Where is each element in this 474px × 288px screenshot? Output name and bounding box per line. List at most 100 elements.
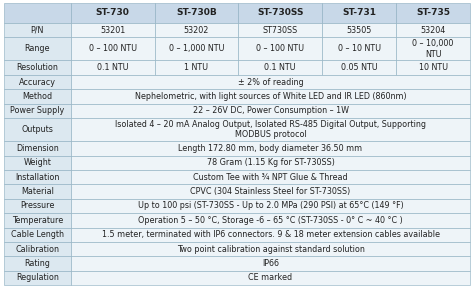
Bar <box>4 23 71 37</box>
Text: ST730SS: ST730SS <box>263 26 298 35</box>
Bar <box>71 213 470 228</box>
Bar <box>238 3 322 23</box>
Bar <box>155 60 238 75</box>
Text: 0.05 NTU: 0.05 NTU <box>341 63 377 72</box>
Text: Accuracy: Accuracy <box>19 77 56 87</box>
Text: Length 172.80 mm, body diameter 36.50 mm: Length 172.80 mm, body diameter 36.50 mm <box>179 144 363 153</box>
Text: 0.1 NTU: 0.1 NTU <box>264 63 296 72</box>
Bar <box>71 104 470 118</box>
Text: ST-731: ST-731 <box>342 8 376 18</box>
Text: IP66: IP66 <box>262 259 279 268</box>
Bar <box>71 256 470 271</box>
Text: 53204: 53204 <box>420 26 446 35</box>
Bar <box>4 141 71 156</box>
Text: Nephelometric, with light sources of White LED and IR LED (860nm): Nephelometric, with light sources of Whi… <box>135 92 406 101</box>
Bar <box>71 199 470 213</box>
Bar <box>71 3 155 23</box>
Text: 53505: 53505 <box>346 26 372 35</box>
Text: Operation 5 – 50 °C, Storage -6 – 65 °C (ST-730SS - 0° C ~ 40 °C ): Operation 5 – 50 °C, Storage -6 – 65 °C … <box>138 216 403 225</box>
Text: CPVC (304 Stainless Steel for ST-730SS): CPVC (304 Stainless Steel for ST-730SS) <box>191 187 351 196</box>
Bar <box>4 75 71 89</box>
Text: Power Supply: Power Supply <box>10 106 64 115</box>
Bar <box>71 23 155 37</box>
Bar <box>322 60 396 75</box>
Bar <box>71 271 470 285</box>
Text: Custom Tee with ¾ NPT Glue & Thread: Custom Tee with ¾ NPT Glue & Thread <box>193 173 348 182</box>
Text: 1.5 meter, terminated with IP6 connectors. 9 & 18 meter extension cables availab: 1.5 meter, terminated with IP6 connector… <box>101 230 439 239</box>
Bar <box>322 3 396 23</box>
Bar <box>396 3 470 23</box>
Bar <box>4 118 71 141</box>
Text: ± 2% of reading: ± 2% of reading <box>238 77 303 87</box>
Bar <box>396 37 470 60</box>
Bar <box>71 228 470 242</box>
Text: Isolated 4 – 20 mA Analog Output, Isolated RS-485 Digital Output, Supporting
MOD: Isolated 4 – 20 mA Analog Output, Isolat… <box>115 120 426 139</box>
Text: Two point calibration against standard solution: Two point calibration against standard s… <box>177 245 365 254</box>
Text: 0 – 1,000 NTU: 0 – 1,000 NTU <box>169 44 224 54</box>
Bar <box>4 242 71 256</box>
Bar <box>4 199 71 213</box>
Text: Resolution: Resolution <box>17 63 58 72</box>
Text: ST-730B: ST-730B <box>176 8 217 18</box>
Bar <box>322 37 396 60</box>
Bar <box>4 60 71 75</box>
Text: Temperature: Temperature <box>12 216 63 225</box>
Bar <box>71 37 155 60</box>
Text: Method: Method <box>22 92 53 101</box>
Bar <box>4 156 71 170</box>
Bar <box>155 37 238 60</box>
Text: Calibration: Calibration <box>15 245 59 254</box>
Bar <box>71 242 470 256</box>
Text: 78 Gram (1.15 Kg for ST-730SS): 78 Gram (1.15 Kg for ST-730SS) <box>207 158 335 167</box>
Bar <box>4 104 71 118</box>
Text: ST-735: ST-735 <box>416 8 450 18</box>
Bar <box>71 141 470 156</box>
Bar <box>155 23 238 37</box>
Bar <box>322 23 396 37</box>
Bar <box>4 3 71 23</box>
Bar <box>4 89 71 104</box>
Text: CE marked: CE marked <box>248 273 292 283</box>
Bar <box>4 170 71 184</box>
Bar <box>4 213 71 228</box>
Bar <box>238 37 322 60</box>
Text: Regulation: Regulation <box>16 273 59 283</box>
Bar <box>4 184 71 199</box>
Text: 0 – 100 NTU: 0 – 100 NTU <box>89 44 137 54</box>
Text: Rating: Rating <box>24 259 50 268</box>
Bar <box>396 60 470 75</box>
Bar <box>71 156 470 170</box>
Bar <box>4 271 71 285</box>
Bar <box>71 184 470 199</box>
Text: Dimension: Dimension <box>16 144 59 153</box>
Bar <box>71 170 470 184</box>
Text: Weight: Weight <box>23 158 51 167</box>
Text: Material: Material <box>21 187 54 196</box>
Bar <box>71 75 470 89</box>
Text: 1 NTU: 1 NTU <box>184 63 209 72</box>
Text: 0 – 10,000
NTU: 0 – 10,000 NTU <box>412 39 454 59</box>
Bar <box>4 228 71 242</box>
Bar <box>71 89 470 104</box>
Text: Up to 100 psi (ST-730SS - Up to 2.0 MPa (290 PSI) at 65°C (149 °F): Up to 100 psi (ST-730SS - Up to 2.0 MPa … <box>137 201 403 211</box>
Text: 53202: 53202 <box>184 26 209 35</box>
Bar <box>4 256 71 271</box>
Text: Range: Range <box>25 44 50 54</box>
Text: ST-730SS: ST-730SS <box>257 8 303 18</box>
Text: 0 – 10 NTU: 0 – 10 NTU <box>337 44 381 54</box>
Text: 0.1 NTU: 0.1 NTU <box>97 63 128 72</box>
Text: Cable Length: Cable Length <box>11 230 64 239</box>
Text: 53201: 53201 <box>100 26 125 35</box>
Bar <box>4 37 71 60</box>
Text: ST-730: ST-730 <box>96 8 130 18</box>
Bar <box>238 60 322 75</box>
Bar <box>238 23 322 37</box>
Bar <box>396 23 470 37</box>
Text: 0 – 100 NTU: 0 – 100 NTU <box>256 44 304 54</box>
Bar <box>71 118 470 141</box>
Bar <box>155 3 238 23</box>
Text: Pressure: Pressure <box>20 201 55 211</box>
Bar <box>71 60 155 75</box>
Text: 10 NTU: 10 NTU <box>419 63 448 72</box>
Text: P/N: P/N <box>31 26 44 35</box>
